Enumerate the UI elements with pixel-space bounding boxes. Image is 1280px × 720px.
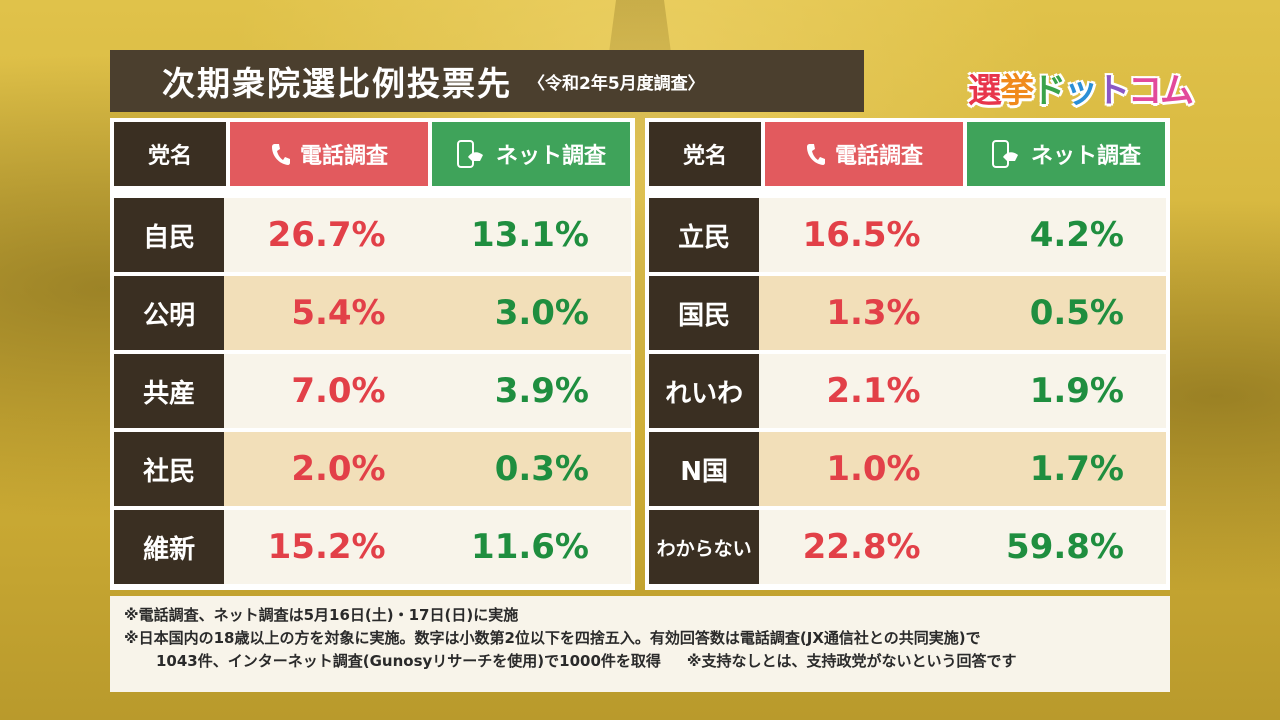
table-header: 党名 電話調査 ネット調査 xyxy=(649,122,1166,186)
poll-table-left: 党名 電話調査 ネット調査 自民 26.7% 13.1% 公明 5.4% 3.0… xyxy=(110,118,635,590)
phone-icon xyxy=(806,144,825,165)
table-row: 国民 1.3% 0.5% xyxy=(649,272,1166,350)
net-value: 1.9% xyxy=(962,354,1166,428)
net-value: 0.5% xyxy=(962,276,1166,350)
header-party-label: 党名 xyxy=(682,144,727,169)
note-responses: 1043件、インターネット調査(Gunosyリサーチを使用)で1000件を取得 ※… xyxy=(124,650,1156,673)
header-party: 党名 xyxy=(114,122,226,186)
phone-value: 2.0% xyxy=(224,432,428,506)
page-title: 次期衆院選比例投票先 xyxy=(162,64,512,103)
net-value: 13.1% xyxy=(427,198,631,272)
header-net-label: ネット調査 xyxy=(1030,144,1141,169)
table-row: 自民 26.7% 13.1% xyxy=(114,198,631,272)
party-name: N国 xyxy=(649,432,760,506)
net-value: 3.9% xyxy=(427,354,631,428)
footnotes: ※電話調査、ネット調査は5月16日(土)・17日(日)に実施 ※日本国内の18歳… xyxy=(110,596,1170,692)
smartphone-icon xyxy=(456,140,483,168)
phone-value: 1.3% xyxy=(759,276,963,350)
senkyo-dotcom-logo: 選 挙 ド ッ ト コム xyxy=(968,62,1194,112)
party-name: れいわ xyxy=(649,354,760,428)
net-value: 3.0% xyxy=(427,276,631,350)
header-net-label: ネット調査 xyxy=(495,144,606,169)
phone-value: 7.0% xyxy=(224,354,428,428)
table-row: 共産 7.0% 3.9% xyxy=(114,350,631,428)
header-net: ネット調査 xyxy=(967,122,1165,186)
net-value: 11.6% xyxy=(427,510,631,584)
phone-value: 1.0% xyxy=(759,432,963,506)
table-row: 維新 15.2% 11.6% xyxy=(114,506,631,584)
note-no-support: ※支持なしとは、支持政党がないという回答です xyxy=(686,652,1017,670)
phone-value: 22.8% xyxy=(759,510,963,584)
table-row: N国 1.0% 1.7% xyxy=(649,428,1166,506)
header-phone: 電話調査 xyxy=(230,122,428,186)
net-value: 4.2% xyxy=(962,198,1166,272)
page-subtitle: 〈令和2年5月度調査〉 xyxy=(528,73,705,94)
header-party: 党名 xyxy=(649,122,761,186)
table-row: 社民 2.0% 0.3% xyxy=(114,428,631,506)
logo-char: 挙 xyxy=(1000,70,1034,111)
table-row: 公明 5.4% 3.0% xyxy=(114,272,631,350)
table-row: わからない 22.8% 59.8% xyxy=(649,506,1166,584)
party-name: 公明 xyxy=(114,276,225,350)
logo-char: コム xyxy=(1128,70,1194,111)
phone-value: 5.4% xyxy=(224,276,428,350)
net-value: 59.8% xyxy=(962,510,1166,584)
phone-value: 26.7% xyxy=(224,198,428,272)
table-row: 立民 16.5% 4.2% xyxy=(649,198,1166,272)
header-phone-label: 電話調査 xyxy=(299,144,388,169)
header-party-label: 党名 xyxy=(147,144,192,169)
smartphone-icon xyxy=(991,140,1018,168)
party-name: 立民 xyxy=(649,198,760,272)
net-value: 0.3% xyxy=(427,432,631,506)
header-net: ネット調査 xyxy=(432,122,630,186)
note-methodology: ※日本国内の18歳以上の方を対象に実施。数字は小数第2位以下を四捨五入。有効回答… xyxy=(124,629,981,647)
party-name: わからない xyxy=(649,510,760,584)
party-name: 自民 xyxy=(114,198,225,272)
header-phone-label: 電話調査 xyxy=(834,144,923,169)
logo-char: ッ xyxy=(1064,70,1098,111)
table-row: れいわ 2.1% 1.9% xyxy=(649,350,1166,428)
party-name: 社民 xyxy=(114,432,225,506)
note-survey-dates: ※電話調査、ネット調査は5月16日(土)・17日(日)に実施 xyxy=(124,606,519,624)
phone-icon xyxy=(271,144,290,165)
table-header: 党名 電話調査 ネット調査 xyxy=(114,122,631,186)
phone-value: 2.1% xyxy=(759,354,963,428)
header-phone: 電話調査 xyxy=(765,122,963,186)
title-banner: 次期衆院選比例投票先 〈令和2年5月度調査〉 xyxy=(110,50,864,112)
party-name: 共産 xyxy=(114,354,225,428)
phone-value: 15.2% xyxy=(224,510,428,584)
logo-char: ド xyxy=(1032,70,1066,111)
phone-value: 16.5% xyxy=(759,198,963,272)
party-name: 維新 xyxy=(114,510,225,584)
party-name: 国民 xyxy=(649,276,760,350)
logo-char: ト xyxy=(1096,70,1130,111)
net-value: 1.7% xyxy=(962,432,1166,506)
note-response-counts: 1043件、インターネット調査(Gunosyリサーチを使用)で1000件を取得 xyxy=(156,652,661,670)
logo-char: 選 xyxy=(968,70,1002,111)
poll-table-right: 党名 電話調査 ネット調査 立民 16.5% 4.2% 国民 1.3% 0.5%… xyxy=(645,118,1170,590)
